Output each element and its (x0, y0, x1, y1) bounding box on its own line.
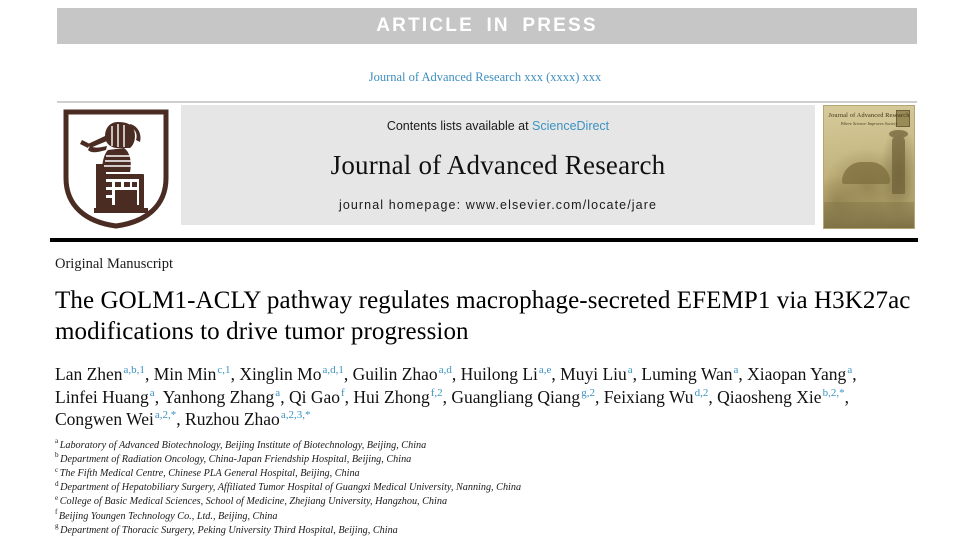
cairo-university-shield-icon (57, 105, 175, 231)
author-name[interactable]: Linfei Huang (55, 386, 149, 407)
author-name[interactable]: Qiaosheng Xie (717, 386, 822, 407)
author-name[interactable]: Muyi Liu (560, 364, 627, 384)
author-name[interactable]: Congwen Wei (55, 409, 154, 429)
article-type-label: Original Manuscript (55, 256, 173, 272)
affiliation-marker: d (55, 479, 59, 488)
journal-cover-thumbnail[interactable]: Journal of Advanced Research Where Scien… (821, 105, 917, 231)
journal-homepage-line[interactable]: journal homepage: www.elsevier.com/locat… (338, 198, 658, 212)
author-name[interactable]: Qi Gao (288, 386, 340, 407)
author-name[interactable]: Xinglin Mo (239, 364, 322, 384)
author-name[interactable]: Ruzhou Zhao (185, 409, 280, 429)
author-name[interactable]: Yanhong Zhang (162, 386, 275, 407)
affiliation-marker: f (55, 508, 58, 517)
masthead-center-panel: Contents lists available at ScienceDirec… (181, 105, 815, 225)
affiliation-text: Beijing Youngen Technology Co., Ltd., Be… (58, 510, 278, 522)
affiliation-marker: a (55, 437, 59, 446)
affiliation-text: Department of Hepatobiliary Surgery, Aff… (60, 482, 522, 494)
affiliation-marker: g (55, 522, 59, 531)
cover-artwork-tower (889, 130, 908, 194)
author-affiliation-marker: a (733, 364, 739, 377)
author-name[interactable]: Huilong Li (460, 364, 538, 384)
article-in-press-label: ARTICLE IN PRESS (376, 15, 598, 36)
author-affiliation-marker: a (627, 364, 633, 377)
cover-artwork-hut (842, 162, 890, 184)
affiliation-item: c The Fifth Medical Centre, Chinese PLA G… (55, 465, 925, 481)
affiliation-marker: e (55, 493, 59, 502)
author-name[interactable]: Guangliang Qiang (451, 386, 581, 407)
affiliation-item: g Department of Thoracic Surgery, Peking … (55, 522, 925, 538)
author-affiliation-marker: c,1 (217, 364, 231, 377)
author-affiliation-marker: a (149, 386, 155, 399)
affiliation-list: a Laboratory of Advanced Biotechnology, B… (55, 437, 925, 538)
author-name[interactable]: Lan Zhen (55, 364, 123, 384)
affiliation-text: College of Basic Medical Sciences, Schoo… (59, 496, 448, 508)
author-affiliation-marker: a (275, 386, 281, 399)
affiliation-item: d Department of Hepatobiliary Surgery, Af… (55, 479, 925, 495)
author-list: Lan Zhena,b,1, Min Minc,1, Xinglin Moa,d… (55, 364, 857, 429)
journal-title: Journal of Advanced Research (330, 150, 666, 180)
author-name[interactable]: Hui Zhong (353, 386, 430, 407)
affiliation-item: e College of Basic Medical Sciences, Scho… (55, 493, 925, 509)
affiliation-item: b Department of Radiation Oncology, China… (55, 451, 925, 467)
author-affiliation-marker: a,2,3,* (280, 409, 311, 422)
cover-subtitle: Where Science Improves Society (840, 121, 898, 126)
author-affiliation-marker: a,b,1 (123, 364, 145, 377)
author-affiliation-marker: f,2 (430, 386, 443, 399)
author-affiliation-marker: a,d,1 (322, 364, 344, 377)
affiliation-item: a Laboratory of Advanced Biotechnology, B… (55, 437, 925, 453)
author-affiliation-marker: a,2,* (154, 409, 177, 422)
author-affiliation-marker: a (847, 364, 853, 377)
affiliation-text: Laboratory of Advanced Biotechnology, Be… (59, 439, 427, 451)
author-name[interactable]: Feixiang Wu (603, 386, 694, 407)
author-name[interactable]: Xiaopan Yang (747, 364, 847, 384)
author-affiliation-marker: a,e (538, 364, 552, 377)
article-header: Original Manuscript The GOLM1-ACLY pathw… (55, 256, 925, 538)
cover-artwork-ground (824, 202, 914, 228)
affiliation-item: f Beijing Youngen Technology Co., Ltd., B… (55, 508, 925, 524)
article-title: The GOLM1-ACLY pathway regulates macroph… (55, 287, 911, 345)
masthead-top-rule (57, 101, 917, 103)
author-name[interactable]: Guilin Zhao (352, 364, 438, 384)
author-name[interactable]: Luming Wan (641, 364, 733, 384)
affiliation-marker: c (55, 465, 59, 474)
affiliation-text: The Fifth Medical Centre, Chinese PLA Ge… (59, 467, 360, 479)
journal-masthead: Contents lists available at ScienceDirec… (57, 101, 917, 231)
author-name[interactable]: Min Min (153, 364, 217, 384)
author-affiliation-marker: f (340, 386, 345, 399)
affiliation-marker: b (55, 451, 59, 460)
contents-lists-line: Contents lists available at ScienceDirec… (387, 119, 609, 133)
author-affiliation-marker: b,2,* (822, 386, 845, 399)
running-head-citation: Journal of Advanced Research xxx (xxxx) … (368, 70, 602, 84)
sciencedirect-link[interactable]: ScienceDirect (532, 119, 610, 133)
contents-lists-prefix: Contents lists available at (386, 119, 533, 133)
cover-title: Journal of Advanced Research (828, 112, 910, 119)
author-affiliation-marker: a,d (438, 364, 452, 377)
author-affiliation-marker: d,2 (694, 386, 709, 399)
header-divider-rule (50, 238, 918, 242)
article-in-press-banner: ARTICLE IN PRESS (57, 8, 917, 44)
affiliation-text: Department of Thoracic Surgery, Peking U… (60, 524, 398, 536)
cover-badge-icon (896, 110, 910, 127)
affiliation-text: Department of Radiation Oncology, China-… (60, 453, 412, 465)
author-affiliation-marker: g,2 (581, 386, 595, 399)
